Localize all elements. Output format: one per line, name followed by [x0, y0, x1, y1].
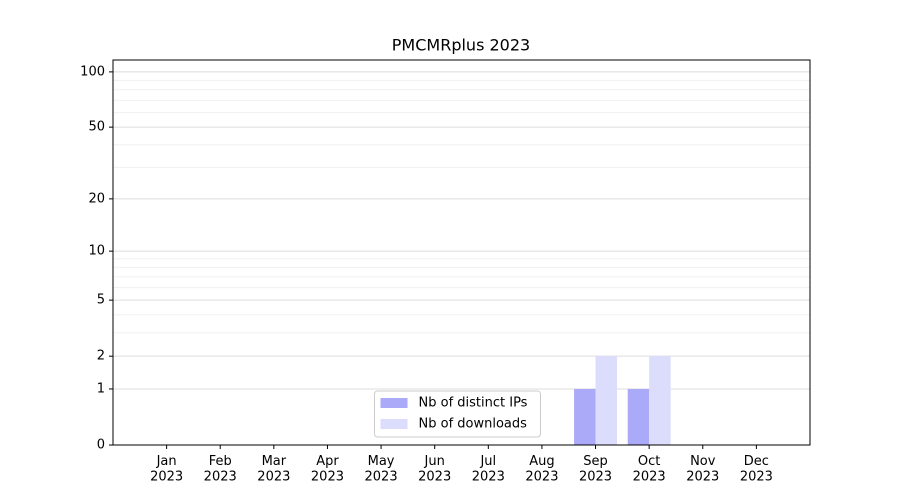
- bar: [627, 388, 650, 445]
- legend-swatch: [380, 398, 408, 408]
- x-tick-label: Mar 2023: [257, 454, 290, 485]
- bar: [649, 356, 671, 445]
- legend-box: [374, 390, 541, 438]
- legend-label: Nb of downloads: [419, 417, 528, 432]
- y-tick-label: 20: [88, 191, 105, 206]
- x-tick-label: Oct 2023: [633, 454, 666, 485]
- x-tick-label: Jun 2023: [418, 454, 451, 485]
- x-tick-label: Feb 2023: [204, 454, 237, 485]
- x-tick-label: Aug 2023: [525, 454, 558, 485]
- y-tick-label: 2: [97, 349, 105, 364]
- y-tick-label: 100: [80, 64, 105, 79]
- bar: [574, 388, 596, 445]
- x-tick-label: Jul 2023: [472, 454, 505, 485]
- legend-swatch: [380, 419, 408, 429]
- bar: [595, 356, 617, 445]
- chart-title: PMCMRplus 2023: [392, 36, 530, 55]
- legend: Nb of distinct IPs Nb of downloads: [374, 390, 541, 438]
- plot-frame: [112, 59, 811, 446]
- x-tick-label: Nov 2023: [686, 454, 719, 485]
- x-tick-label: Jan 2023: [150, 454, 183, 485]
- x-tick-label: Sep 2023: [579, 454, 612, 485]
- x-tick-label: Apr 2023: [311, 454, 344, 485]
- y-tick-label: 10: [88, 244, 105, 259]
- legend-label: Nb of distinct IPs: [419, 396, 528, 411]
- y-tick-label: 50: [88, 120, 105, 135]
- x-tick-label: Dec 2023: [740, 454, 773, 485]
- y-tick-label: 5: [97, 293, 105, 308]
- y-tick-label: 0: [97, 438, 105, 453]
- y-tick-label: 1: [97, 381, 105, 396]
- x-tick-label: May 2023: [365, 454, 398, 485]
